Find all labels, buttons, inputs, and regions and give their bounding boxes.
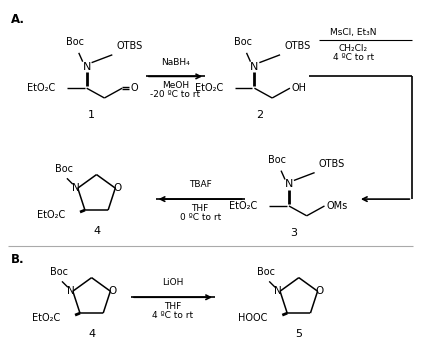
Text: Boc: Boc	[50, 268, 68, 278]
Text: HOOC: HOOC	[238, 313, 267, 323]
Text: THF: THF	[192, 204, 209, 213]
Text: NaBH₄: NaBH₄	[161, 57, 190, 67]
Text: OTBS: OTBS	[116, 41, 143, 51]
Text: MeOH: MeOH	[162, 81, 189, 90]
Text: Boc: Boc	[257, 268, 275, 278]
Text: EtO₂C: EtO₂C	[37, 210, 65, 220]
Text: 4 ºC to rt: 4 ºC to rt	[333, 53, 374, 62]
Text: EtO₂C: EtO₂C	[27, 83, 55, 93]
Text: -20 ºC to rt: -20 ºC to rt	[150, 90, 200, 99]
Text: 0 ºC to rt: 0 ºC to rt	[179, 213, 221, 222]
Text: 4: 4	[88, 329, 95, 339]
Text: N: N	[285, 179, 293, 190]
Text: 4: 4	[93, 226, 100, 236]
Text: OTBS: OTBS	[284, 41, 310, 51]
Text: Boc: Boc	[66, 37, 84, 47]
Text: O: O	[315, 286, 324, 296]
Text: Boc: Boc	[234, 37, 252, 47]
Text: N: N	[250, 62, 258, 72]
Text: EtO₂C: EtO₂C	[195, 83, 223, 93]
Text: Boc: Boc	[55, 164, 73, 174]
Text: 4 ºC to rt: 4 ºC to rt	[152, 311, 193, 320]
Text: OMs: OMs	[326, 201, 348, 211]
Text: 3: 3	[290, 228, 297, 238]
Text: TBAF: TBAF	[189, 180, 211, 189]
Text: N: N	[67, 286, 75, 296]
Text: OTBS: OTBS	[319, 159, 345, 169]
Text: A.: A.	[11, 13, 25, 25]
Text: OH: OH	[292, 83, 307, 93]
Text: LiOH: LiOH	[162, 278, 183, 288]
Text: N: N	[83, 62, 91, 72]
Text: 1: 1	[88, 110, 95, 120]
Text: O: O	[113, 183, 121, 193]
Text: EtO₂C: EtO₂C	[32, 313, 60, 323]
Text: THF: THF	[164, 302, 181, 311]
Text: EtO₂C: EtO₂C	[229, 201, 257, 211]
Text: B.: B.	[11, 253, 24, 266]
Text: 2: 2	[256, 110, 263, 120]
Text: O: O	[130, 83, 138, 93]
Text: Boc: Boc	[268, 155, 286, 165]
Text: O: O	[108, 286, 117, 296]
Text: N: N	[274, 286, 282, 296]
Text: CH₂Cl₂: CH₂Cl₂	[338, 44, 368, 53]
Text: MsCl, Et₃N: MsCl, Et₃N	[330, 28, 376, 37]
Text: 5: 5	[295, 329, 302, 339]
Text: N: N	[72, 183, 80, 193]
